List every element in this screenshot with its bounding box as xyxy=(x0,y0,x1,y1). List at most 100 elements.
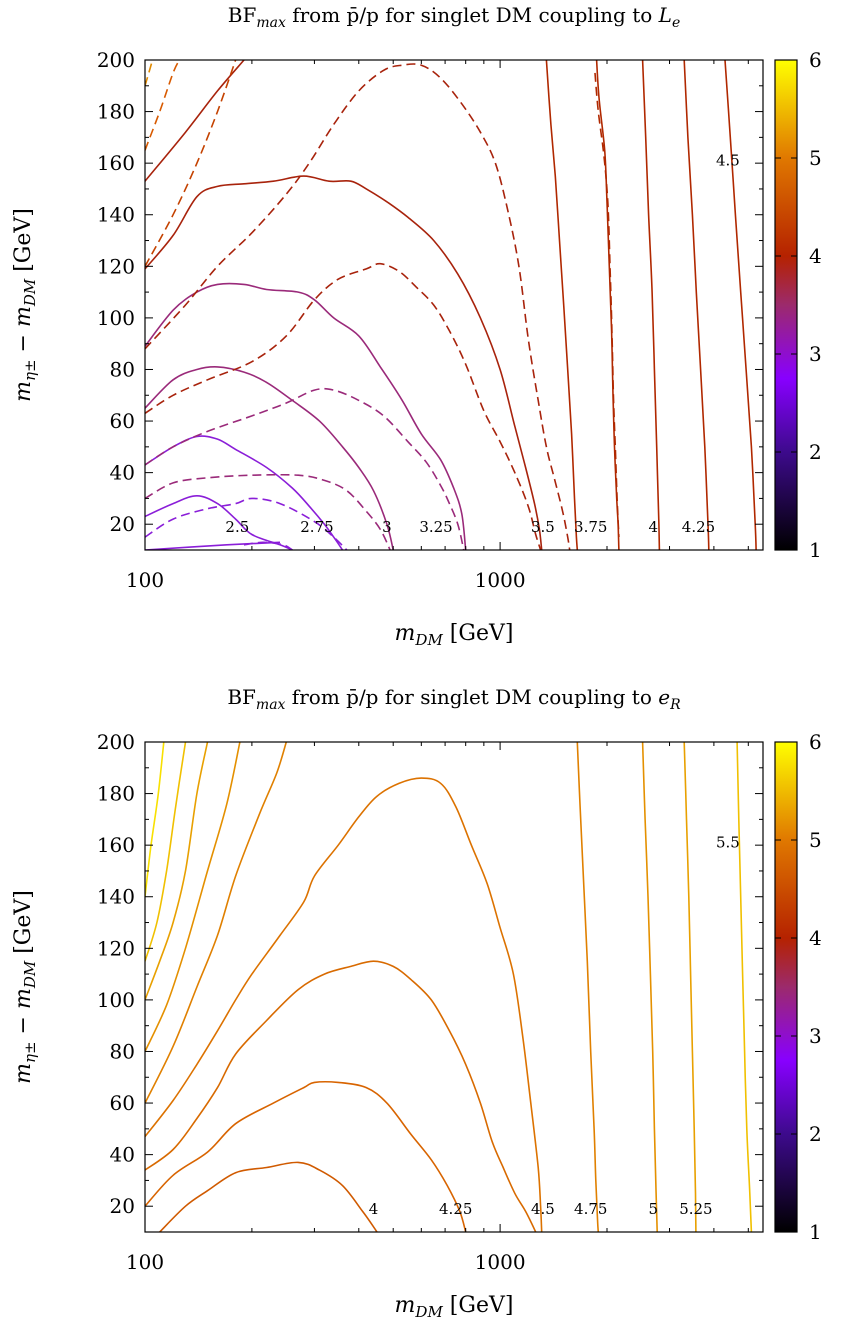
contour-line-3_5 xyxy=(145,262,542,550)
x-tick-label: 1000 xyxy=(475,1250,526,1274)
text-span: e xyxy=(658,685,670,709)
x-tick-label: 100 xyxy=(126,1250,164,1274)
contour-line-3 xyxy=(145,473,391,550)
colorbar xyxy=(774,59,798,551)
y-tick-label: 180 xyxy=(97,782,135,806)
contour-line-4 xyxy=(594,72,620,538)
contour-line-5 xyxy=(724,60,757,550)
colorbar-tick-label: 4 xyxy=(809,244,822,268)
y-tick-label: 40 xyxy=(110,461,135,485)
text-span: DM xyxy=(21,960,39,989)
contour-label: 3.5 xyxy=(531,518,555,536)
contour-line-4 xyxy=(595,60,620,550)
text-span: [GeV] xyxy=(11,890,36,961)
contour-group xyxy=(145,60,757,550)
y-tick-label: 60 xyxy=(110,409,135,433)
contour-line-5_75 xyxy=(145,742,187,962)
plot-frame xyxy=(144,741,764,1233)
y-tick-label: 200 xyxy=(97,730,135,754)
colorbar xyxy=(774,741,798,1233)
contour-line-3_25 xyxy=(145,387,465,550)
contour-line-3_25 xyxy=(145,282,467,550)
plot-frame xyxy=(144,59,764,551)
chart-title: BFmax from p̄/p for singlet DM coupling … xyxy=(227,685,681,713)
contour-line-5_25 xyxy=(145,742,241,1052)
contour-line-5_5 xyxy=(683,742,697,1232)
y-tick-label: 60 xyxy=(110,1091,135,1115)
y-tick-label: 100 xyxy=(97,306,135,330)
text-span: [GeV] xyxy=(11,208,36,279)
contour-line-4 xyxy=(159,1161,378,1232)
text-span: DM xyxy=(414,1303,443,1321)
colorbar-tick-label: 5 xyxy=(809,828,822,852)
x-axis-label: mDM [GeV] xyxy=(395,621,514,649)
contour-group xyxy=(145,742,753,1232)
x-tick-label: 100 xyxy=(126,568,164,592)
x-tick-label: 1000 xyxy=(475,568,526,592)
y-tick-label: 180 xyxy=(97,100,135,124)
colorbar-tick-label: 2 xyxy=(809,440,822,464)
contour-label: 4.5 xyxy=(716,152,740,170)
text-span: R xyxy=(669,697,681,713)
text-span: DM xyxy=(21,278,39,307)
y-tick-label: 160 xyxy=(97,833,135,857)
contour-line-2_5 xyxy=(145,541,281,550)
contour-line-4_5 xyxy=(641,60,661,550)
x-axis-label: mDM [GeV] xyxy=(395,1293,514,1321)
contour-line-5 xyxy=(576,742,600,1232)
contour-line-5 xyxy=(145,742,288,1104)
text-span: e xyxy=(672,15,680,31)
contour-label: 3.25 xyxy=(419,518,452,536)
colorbar-tick-label: 1 xyxy=(809,538,822,562)
chart-title: BFmax from p̄/p for singlet DM coupling … xyxy=(228,3,680,31)
colorbar-tick-label: 5 xyxy=(809,146,822,170)
contour-label: 4.75 xyxy=(574,1200,607,1218)
contour-label: 5 xyxy=(649,1200,659,1218)
y-tick-label: 200 xyxy=(97,48,135,72)
contour-line-6 xyxy=(145,742,165,897)
contour-label: 2.75 xyxy=(300,518,333,536)
contour-label: 3.75 xyxy=(574,518,607,536)
text-span: η± xyxy=(21,359,39,381)
y-tick-label: 120 xyxy=(97,254,135,278)
contour-line-3_75 xyxy=(145,60,245,182)
text-span: from p̄/p for singlet DM coupling to xyxy=(285,685,658,709)
chart-Le: BFmax from p̄/p for singlet DM coupling … xyxy=(11,3,822,649)
contour-label: 5.5 xyxy=(716,834,740,852)
contour-line-3 xyxy=(145,366,394,550)
text-span: [GeV] xyxy=(443,621,514,646)
text-span: − xyxy=(11,327,36,359)
y-tick-label: 20 xyxy=(110,1194,135,1218)
text-span: BF xyxy=(228,3,257,27)
contour-label: 4 xyxy=(369,1200,379,1218)
text-span: m xyxy=(11,1063,36,1084)
y-tick-label: 80 xyxy=(110,1039,135,1063)
text-span: BF xyxy=(227,685,256,709)
text-span: from p̄/p for singlet DM coupling to xyxy=(286,3,659,27)
y-tick-label: 20 xyxy=(110,512,135,536)
text-span: L xyxy=(658,3,672,27)
colorbar-tick-label: 1 xyxy=(809,1220,822,1244)
contour-line-2_75 xyxy=(145,435,344,550)
y-tick-label: 120 xyxy=(97,936,135,960)
colorbar-tick-label: 3 xyxy=(809,342,822,366)
text-span: m xyxy=(11,381,36,402)
y-tick-label: 140 xyxy=(97,885,135,909)
chart-eR: BFmax from p̄/p for singlet DM coupling … xyxy=(11,685,822,1321)
colorbar-tick-label: 6 xyxy=(809,48,822,72)
contour-line-4_75 xyxy=(145,777,543,1232)
contour-line-3_5 xyxy=(145,175,543,550)
text-span: [GeV] xyxy=(443,1293,514,1318)
y-tick-label: 40 xyxy=(110,1143,135,1167)
y-tick-label: 140 xyxy=(97,203,135,227)
colorbar-tick-label: 2 xyxy=(809,1122,822,1146)
text-span: max xyxy=(256,697,286,713)
contour-line-4_25 xyxy=(145,60,181,151)
contour-line-4_5 xyxy=(145,960,537,1232)
contour-line-4_25 xyxy=(145,1081,467,1232)
contour-label: 4.5 xyxy=(531,1200,555,1218)
colorbar-tick-label: 6 xyxy=(809,730,822,754)
contour-line-2_75 xyxy=(145,497,348,550)
contour-line-4 xyxy=(145,60,237,267)
text-span: DM xyxy=(414,631,443,649)
